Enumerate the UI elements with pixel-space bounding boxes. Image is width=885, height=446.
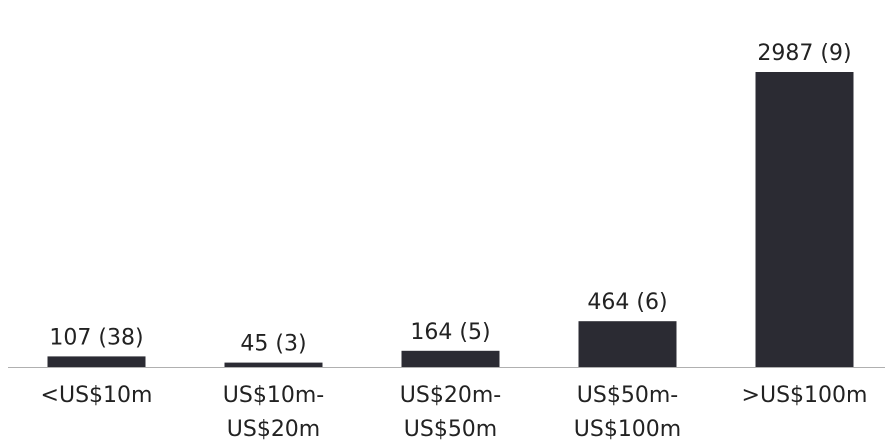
bars-group — [47, 72, 854, 367]
x-tick-label-1-line-0: US$10m- — [223, 383, 324, 408]
bar-3 — [578, 321, 677, 367]
x-tick-label-1: US$10m- US$20m — [223, 383, 324, 442]
data-labels-group: 107 (38) 45 (3) 164 (5) 464 (6) 2987 (9) — [49, 41, 851, 357]
x-tick-label-2-line-1: US$50m — [404, 417, 498, 442]
x-tick-label-3: US$50m- US$100m — [574, 383, 682, 442]
x-tick-label-3-line-1: US$100m — [574, 417, 682, 442]
bar-1 — [224, 362, 323, 367]
data-label-1: 45 (3) — [240, 332, 306, 357]
x-tick-label-4: >US$100m — [742, 383, 868, 408]
data-label-3: 464 (6) — [587, 290, 667, 315]
x-tick-label-4-line-0: >US$100m — [742, 383, 868, 408]
bar-4 — [755, 72, 854, 367]
x-tick-label-3-line-0: US$50m- — [577, 383, 678, 408]
bar-2 — [401, 350, 500, 367]
x-tick-label-0: <US$10m — [41, 383, 153, 408]
data-label-2: 164 (5) — [410, 320, 490, 345]
x-tick-label-2: US$20m- US$50m — [400, 383, 501, 442]
bar-0 — [47, 356, 146, 367]
data-label-0: 107 (38) — [49, 325, 143, 350]
x-tick-label-0-line-0: <US$10m — [41, 383, 153, 408]
x-tick-labels-group: <US$10m US$10m- US$20m US$20m- US$50m US$50m-… — [41, 383, 868, 442]
x-tick-label-2-line-0: US$20m- — [400, 383, 501, 408]
x-tick-label-1-line-1: US$20m — [227, 417, 321, 442]
data-label-4: 2987 (9) — [757, 41, 851, 66]
